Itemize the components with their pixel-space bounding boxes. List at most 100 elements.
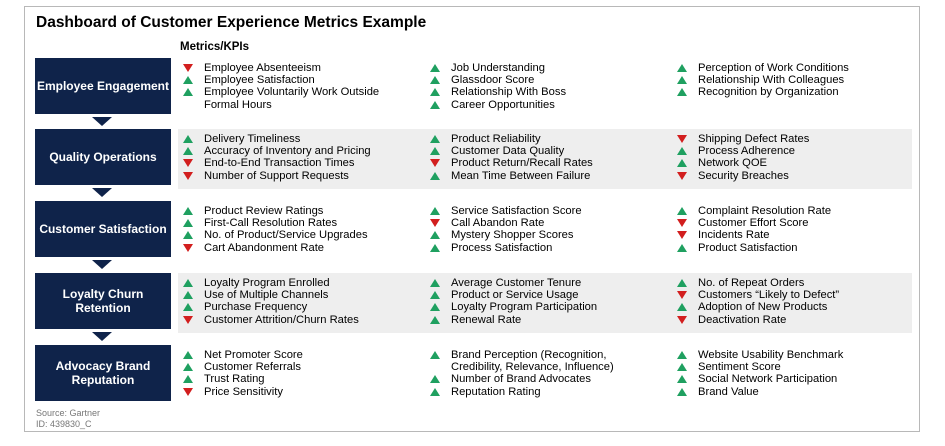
metric-label: End-to-End Transaction Times (204, 157, 355, 170)
trend-up-icon (183, 303, 193, 312)
metric-item: Number of Brand Advocates (427, 373, 662, 385)
metric-item: Network QOE (674, 157, 874, 169)
metric-label: Net Promoter Score (204, 349, 303, 361)
metrics-column: Shipping Defect Rates Process Adherence Ne… (674, 133, 874, 182)
category-box: Customer Satisfaction (35, 201, 171, 257)
metric-label: Service Satisfaction Score (451, 205, 582, 217)
metric-item: Product Reliability (427, 133, 662, 145)
trend-up-icon (430, 147, 440, 156)
trend-down-icon (430, 219, 440, 228)
trend-down-icon (677, 291, 687, 300)
metric-label: Adoption of New Products (698, 301, 828, 314)
flow-arrow-icon (92, 188, 112, 197)
trend-up-icon (677, 351, 687, 359)
trend-up-icon (183, 291, 193, 300)
metric-item: Price Sensitivity (180, 386, 415, 398)
metrics-column: Complaint Resolution Rate Customer Effort… (674, 205, 874, 254)
metric-label: Customer Data Quality (451, 145, 565, 158)
metric-label: Mystery Shopper Scores (451, 229, 574, 242)
metric-item: Perception of Work Conditions (674, 62, 874, 74)
metric-label: Product Return/Recall Rates (451, 157, 593, 170)
metric-item: Trust Rating (180, 373, 415, 385)
metrics-column: Product Review Ratings First-Call Resolut… (180, 205, 415, 254)
metric-label: Renewal Rate (451, 313, 522, 326)
metric-item: Mean Time Between Failure (427, 170, 662, 182)
trend-down-icon (677, 315, 687, 324)
metric-label: Career Opportunities (451, 98, 555, 111)
trend-up-icon (677, 88, 687, 97)
metric-item: Complaint Resolution Rate (674, 205, 874, 217)
trend-down-icon (677, 219, 687, 228)
metric-item: Relationship With Boss (427, 86, 662, 98)
metric-label: Customer Attrition/Churn Rates (204, 313, 359, 326)
metric-item: Product Return/Recall Rates (427, 157, 662, 169)
metric-item: Website Usability Benchmark (674, 349, 874, 361)
metric-item: Recognition by Organization (674, 86, 874, 98)
metric-label: Trust Rating (204, 373, 265, 386)
trend-down-icon (677, 171, 687, 180)
metric-item: Social Network Participation (674, 373, 874, 385)
trend-up-icon (430, 76, 440, 85)
trend-up-icon (183, 279, 193, 287)
metric-label: Sentiment Score (698, 361, 781, 374)
trend-up-icon (677, 147, 687, 156)
metric-label: Glassdoor Score (451, 74, 535, 87)
metric-label: Price Sensitivity (204, 385, 283, 398)
trend-up-icon (430, 351, 440, 359)
trend-up-icon (430, 64, 440, 72)
flow-arrow-icon (92, 117, 112, 126)
metric-item: Customer Effort Score (674, 217, 874, 229)
metrics-column: Job Understanding Glassdoor Score Relation… (427, 62, 662, 111)
trend-up-icon (677, 387, 687, 396)
trend-down-icon (183, 159, 193, 168)
metric-item: End-to-End Transaction Times (180, 157, 415, 169)
metric-label: Employee Absenteeism (204, 62, 321, 74)
metric-label: Reputation Rating (451, 385, 541, 398)
metric-label: No. of Product/Service Upgrades (204, 229, 368, 242)
metric-label: Cart Abandonment Rate (204, 241, 325, 254)
metric-label: Website Usability Benchmark (698, 349, 844, 361)
flow-arrow-icon (92, 332, 112, 341)
metric-item: Average Customer Tenure (427, 277, 662, 289)
metrics-column: Delivery Timeliness Accuracy of Inventory… (180, 133, 415, 182)
metric-label: Product or Service Usage (451, 289, 579, 302)
metric-label: Use of Multiple Channels (204, 289, 329, 302)
trend-up-icon (430, 291, 440, 300)
metric-label: Customer Referrals (204, 361, 301, 374)
metric-label: Incidents Rate (698, 229, 770, 242)
metric-label: Relationship With Colleagues (698, 74, 845, 87)
metric-item: Relationship With Colleagues (674, 74, 874, 86)
metric-item: Loyalty Program Participation (427, 301, 662, 313)
category-box: Quality Operations (35, 129, 171, 185)
metric-label: First-Call Resolution Rates (204, 217, 338, 230)
metric-label: Perception of Work Conditions (698, 62, 849, 74)
metric-label: Customer Effort Score (698, 217, 809, 230)
metric-item: First-Call Resolution Rates (180, 217, 415, 229)
metric-label: Customers “Likely to Defect” (698, 289, 840, 302)
metric-item: Delivery Timeliness (180, 133, 415, 145)
trend-up-icon (430, 135, 440, 143)
trend-up-icon (183, 231, 193, 240)
trend-up-icon (430, 207, 440, 215)
flow-arrow-icon (92, 260, 112, 269)
trend-up-icon (677, 64, 687, 72)
metric-item: Loyalty Program Enrolled (180, 277, 415, 289)
dashboard-frame (24, 6, 920, 432)
trend-down-icon (183, 387, 193, 396)
metric-item: Renewal Rate (427, 314, 662, 326)
trend-down-icon (183, 315, 193, 324)
metric-item: Net Promoter Score (180, 349, 415, 361)
trend-up-icon (430, 387, 440, 396)
metrics-column: Net Promoter Score Customer Referrals Trus… (180, 349, 415, 398)
source-id: ID: 439830_C (36, 419, 92, 429)
trend-up-icon (677, 76, 687, 85)
trend-up-icon (677, 375, 687, 384)
metric-item: Mystery Shopper Scores (427, 229, 662, 241)
metric-label: Delivery Timeliness (204, 133, 301, 145)
metric-item: Number of Support Requests (180, 170, 415, 182)
page-title: Dashboard of Customer Experience Metrics… (36, 14, 427, 31)
metric-label: No. of Repeat Orders (698, 277, 805, 289)
metrics-column: Website Usability Benchmark Sentiment Sco… (674, 349, 874, 398)
metric-item: Process Adherence (674, 145, 874, 157)
source-line: Source: Gartner (36, 408, 101, 418)
